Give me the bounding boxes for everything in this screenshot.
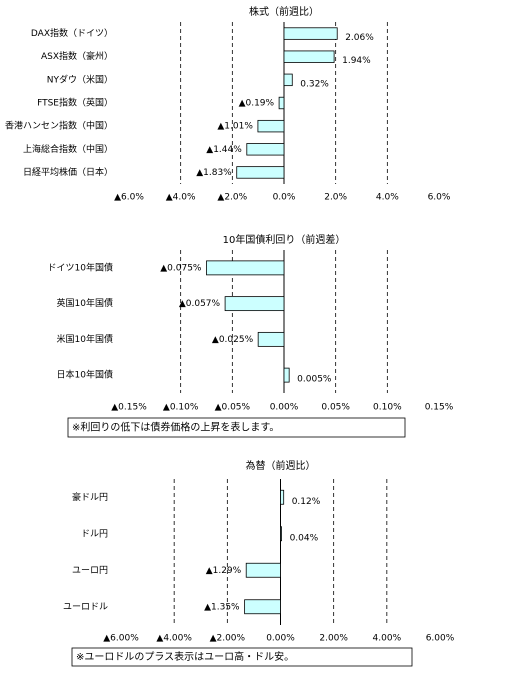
- x-tick-label: 0.05%: [321, 403, 350, 413]
- x-tick-label: 0.10%: [373, 403, 402, 413]
- x-tick-label: ▲4.0%: [166, 193, 196, 203]
- note-box: [71, 647, 413, 667]
- x-tick-label: 6.0%: [428, 193, 451, 203]
- category-label: DAX指数（ドイツ）: [31, 27, 113, 39]
- category-label: ユーロドル: [63, 602, 108, 612]
- category-label: ユーロ円: [72, 565, 108, 576]
- x-tick-label: ▲0.10%: [163, 403, 199, 413]
- value-label: 0.32%: [300, 79, 329, 89]
- category-label: ドイツ10年国債: [48, 261, 113, 273]
- value-label: ▲0.025%: [212, 335, 254, 345]
- category-label: 日経平均株価（日本）: [23, 166, 113, 178]
- x-tick-label: ▲2.0%: [217, 193, 247, 203]
- bar: [206, 260, 285, 276]
- category-label: 香港ハンセン指数（中国）: [5, 120, 113, 132]
- category-label: 日本10年国債: [57, 369, 113, 381]
- x-tick-label: 4.0%: [376, 193, 399, 203]
- bar: [257, 331, 285, 347]
- category-label: NYダウ（米国）: [47, 73, 113, 85]
- bar: [280, 489, 285, 505]
- value-label: ▲1.29%: [206, 566, 242, 576]
- category-label: FTSE指数（英国）: [37, 97, 113, 109]
- value-label: ▲0.057%: [179, 299, 221, 309]
- bar: [244, 599, 281, 615]
- bar: [278, 96, 285, 110]
- value-label: ▲1.44%: [206, 145, 242, 155]
- bar: [236, 166, 285, 179]
- x-tick-label: ▲0.05%: [215, 403, 251, 413]
- value-label: 0.04%: [290, 533, 319, 543]
- x-tick-label: 2.00%: [319, 634, 348, 644]
- x-tick-label: 6.00%: [426, 634, 455, 644]
- bar: [283, 73, 293, 87]
- x-tick-label: 0.00%: [266, 634, 295, 644]
- bar: [245, 562, 281, 578]
- chart-title: 株式（前週比）: [249, 5, 319, 18]
- x-tick-label: 2.0%: [324, 193, 347, 203]
- bar: [283, 50, 335, 63]
- x-tick-label: ▲4.00%: [156, 634, 192, 644]
- note: ※利回りの低下は債券価格の上昇を表します。: [72, 421, 279, 434]
- x-tick-label: ▲2.00%: [210, 634, 246, 644]
- category-label: 豪ドル円: [72, 491, 108, 503]
- value-label: 1.94%: [342, 56, 371, 66]
- category-label: 米国10年国債: [57, 333, 113, 345]
- value-label: 0.12%: [292, 497, 321, 507]
- x-tick-label: ▲0.15%: [111, 403, 147, 413]
- x-tick-label: ▲6.00%: [103, 634, 139, 644]
- x-tick-label: 0.0%: [273, 193, 296, 203]
- x-tick-label: 4.00%: [373, 634, 402, 644]
- value-label: ▲0.075%: [160, 263, 202, 273]
- x-tick-label: 0.00%: [270, 403, 299, 413]
- note: ※ユーロドルのプラス表示はユーロ高・ドル安。: [76, 650, 294, 663]
- value-label: ▲1.01%: [217, 122, 253, 132]
- note-box: [67, 417, 406, 438]
- bar: [283, 367, 290, 383]
- chart-title: 10年国債利回り（前週差）: [223, 233, 346, 246]
- category-label: 英国10年国債: [57, 297, 113, 309]
- value-label: ▲0.19%: [239, 99, 275, 109]
- value-label: ▲1.83%: [196, 168, 232, 178]
- value-label: 2.06%: [345, 33, 374, 43]
- bar: [280, 526, 282, 542]
- x-tick-label: ▲6.0%: [114, 193, 144, 203]
- bar: [224, 296, 285, 312]
- value-label: 0.005%: [297, 375, 332, 385]
- bar: [283, 27, 338, 40]
- category-label: 上海総合指数（中国）: [23, 143, 113, 155]
- value-label: ▲1.35%: [204, 602, 240, 612]
- bar: [257, 119, 285, 133]
- x-tick-label: 0.15%: [425, 403, 454, 413]
- category-label: ドル円: [81, 528, 108, 539]
- category-label: ASX指数（豪州）: [41, 50, 113, 62]
- chart-title: 為替（前週比）: [246, 459, 316, 472]
- bar: [246, 143, 285, 156]
